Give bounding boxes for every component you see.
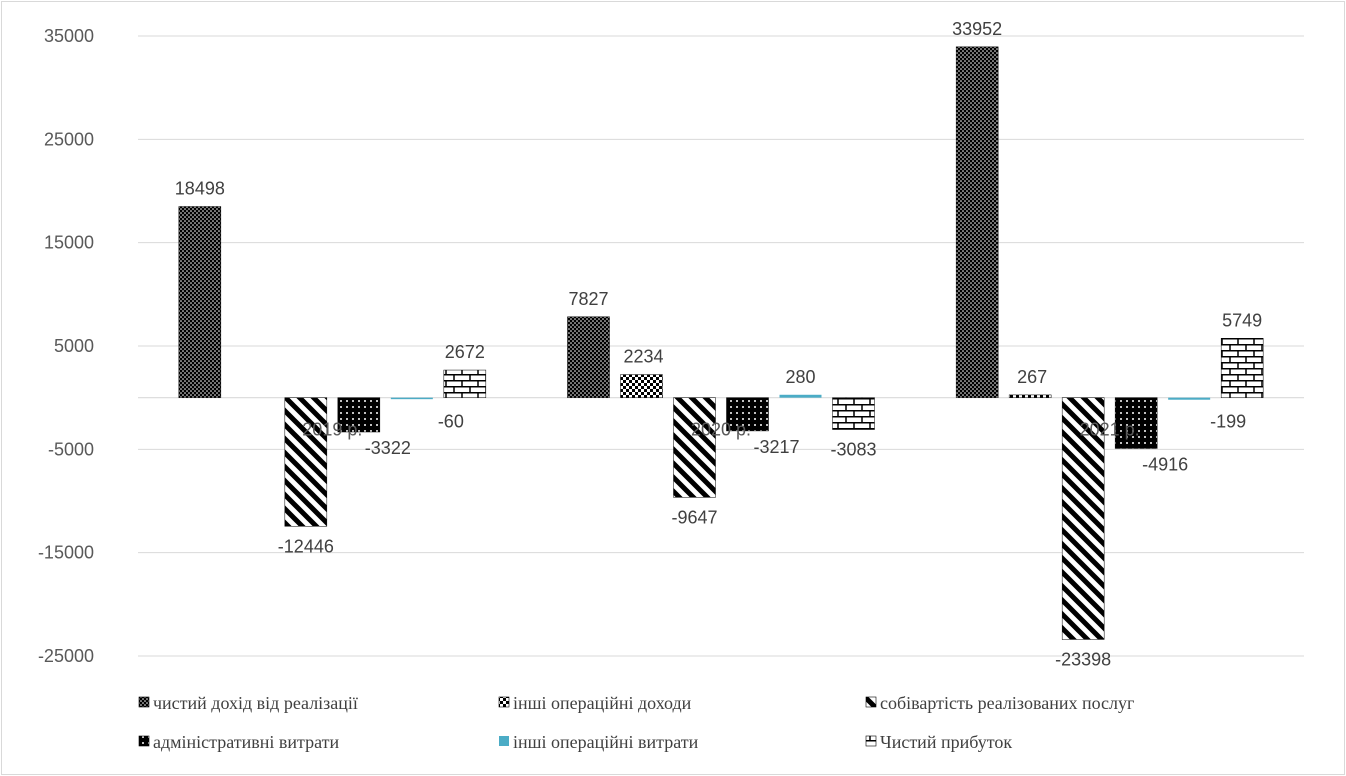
bar-1-3: [955, 46, 999, 398]
data-label: 18498: [175, 179, 225, 199]
legend-label: собівартість реалізованих послуг: [880, 693, 1134, 713]
data-label: -9647: [671, 507, 717, 527]
bar-4-2: [726, 397, 769, 432]
bar-5-2: [779, 394, 822, 398]
bar-1-1: [178, 206, 222, 398]
y-axis-ticks: 35000 25000 15000 5000 -5000 -15000 -25000: [38, 26, 94, 666]
gridlines: [138, 35, 1304, 657]
y-tick-label: 25000: [44, 129, 94, 149]
data-label: 267: [1017, 367, 1047, 387]
bar-6-3: [1220, 338, 1264, 398]
legend-label: Чистий прибуток: [880, 732, 1012, 752]
data-label: 33952: [952, 19, 1002, 39]
y-tick-label: 15000: [44, 233, 94, 253]
data-label: -199: [1210, 412, 1246, 432]
bar-3-3: [1061, 397, 1105, 640]
data-label: 280: [785, 367, 815, 387]
bar-3-2: [673, 397, 716, 498]
bar-4-1: [337, 397, 381, 433]
legend-label: інші операційні доходи: [513, 693, 692, 713]
legend-swatch: [138, 696, 150, 708]
y-tick-label: 5000: [54, 336, 94, 356]
bar-1-2: [567, 316, 610, 398]
data-label: -3083: [830, 440, 876, 460]
category-label: 2019 р.: [302, 420, 362, 440]
y-tick-label: 35000: [44, 26, 94, 46]
y-tick-label: -25000: [38, 646, 94, 666]
y-tick-label: -5000: [48, 439, 94, 459]
category-label: 2021 р.: [1080, 420, 1140, 440]
bar-3-1: [284, 397, 328, 527]
bar-5-3: [1168, 397, 1211, 400]
legend-swatch: [499, 736, 509, 746]
data-label: -23398: [1055, 649, 1111, 669]
legend: чистий дохід від реалізації інші операцій…: [138, 693, 1134, 752]
bar-5-1: [390, 397, 433, 400]
legend-swatch: [498, 696, 510, 708]
bars: [178, 46, 1264, 640]
legend-label: чистий дохід від реалізації: [153, 693, 358, 713]
data-label: 7827: [568, 289, 608, 309]
legend-label: адміністративні витрати: [153, 732, 340, 752]
legend-label: інші операційні витрати: [513, 732, 699, 752]
legend-swatch: [865, 735, 877, 747]
category-label: 2020 р.: [691, 420, 751, 440]
category-labels: 2019 р. 2020 р. 2021 р.: [302, 420, 1139, 440]
data-label: -3217: [753, 437, 799, 457]
bar-2-3: [1008, 394, 1052, 398]
y-tick-label: -15000: [38, 543, 94, 563]
bar-4-3: [1114, 397, 1158, 449]
data-label: -60: [438, 412, 464, 432]
data-label: 5749: [1222, 310, 1262, 330]
data-labels: 18498 -12446 -3322 -60 2672 7827 2234 -9647 -321…: [175, 19, 1262, 670]
bar-6-2: [832, 397, 875, 430]
data-label: 2234: [623, 347, 663, 367]
bar-6-1: [443, 369, 487, 398]
data-label: 2672: [445, 342, 485, 362]
data-label: -4916: [1142, 454, 1188, 474]
data-label: -3322: [365, 438, 411, 458]
bar-2-2: [620, 374, 663, 398]
data-label: -12446: [278, 536, 334, 556]
legend-swatch: [865, 696, 877, 708]
legend-swatch: [138, 735, 150, 747]
